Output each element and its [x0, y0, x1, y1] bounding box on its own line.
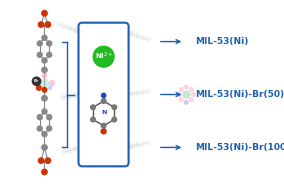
FancyBboxPatch shape: [78, 23, 129, 166]
Circle shape: [61, 149, 67, 155]
Circle shape: [134, 90, 140, 96]
Circle shape: [101, 98, 107, 104]
Circle shape: [128, 31, 134, 37]
Circle shape: [189, 97, 194, 102]
Circle shape: [37, 114, 43, 120]
Circle shape: [140, 35, 146, 41]
Circle shape: [111, 104, 117, 110]
Circle shape: [140, 89, 146, 95]
Text: MIL-53(Ni)-Br(100): MIL-53(Ni)-Br(100): [195, 143, 284, 152]
Circle shape: [78, 91, 84, 98]
Circle shape: [41, 169, 48, 175]
Circle shape: [73, 27, 79, 33]
Circle shape: [37, 52, 43, 58]
Circle shape: [67, 25, 73, 31]
Circle shape: [90, 104, 96, 110]
Circle shape: [60, 94, 66, 100]
Circle shape: [46, 125, 53, 132]
Circle shape: [49, 80, 55, 86]
Circle shape: [61, 23, 67, 29]
Circle shape: [134, 142, 140, 148]
Circle shape: [78, 144, 84, 150]
Circle shape: [184, 100, 189, 105]
Circle shape: [123, 29, 129, 35]
Circle shape: [41, 35, 48, 41]
Circle shape: [78, 29, 84, 35]
Circle shape: [41, 73, 47, 79]
Circle shape: [41, 67, 48, 73]
Circle shape: [93, 46, 114, 67]
Circle shape: [41, 10, 48, 17]
Text: Ni$^{2+}$: Ni$^{2+}$: [95, 51, 113, 62]
Circle shape: [184, 84, 189, 89]
Circle shape: [73, 146, 79, 152]
Circle shape: [41, 57, 48, 64]
Circle shape: [182, 90, 190, 99]
Circle shape: [38, 157, 45, 164]
Circle shape: [40, 78, 49, 88]
Circle shape: [177, 92, 181, 97]
Circle shape: [37, 125, 43, 132]
Text: MIL-53(Ni): MIL-53(Ni): [195, 37, 248, 46]
Circle shape: [189, 87, 194, 92]
Circle shape: [123, 91, 129, 98]
Circle shape: [101, 123, 107, 129]
Circle shape: [128, 143, 134, 149]
Circle shape: [128, 91, 134, 97]
Circle shape: [41, 95, 48, 102]
Circle shape: [41, 87, 47, 93]
Circle shape: [32, 77, 41, 85]
Circle shape: [45, 157, 51, 164]
Circle shape: [36, 85, 42, 91]
Circle shape: [140, 141, 146, 147]
Circle shape: [38, 21, 45, 28]
Circle shape: [179, 97, 183, 102]
Circle shape: [45, 21, 51, 28]
Circle shape: [46, 52, 53, 58]
Circle shape: [41, 144, 48, 151]
Circle shape: [191, 92, 196, 97]
Circle shape: [34, 80, 40, 86]
Circle shape: [134, 33, 140, 39]
Text: N: N: [101, 110, 106, 115]
Circle shape: [145, 37, 151, 43]
Circle shape: [66, 93, 72, 99]
Circle shape: [179, 87, 183, 92]
Circle shape: [123, 144, 129, 150]
Circle shape: [46, 40, 53, 47]
Circle shape: [184, 100, 189, 105]
Circle shape: [41, 108, 48, 115]
Circle shape: [48, 85, 53, 90]
Circle shape: [46, 114, 53, 120]
Circle shape: [72, 92, 78, 98]
Text: Br: Br: [34, 79, 39, 83]
Circle shape: [56, 22, 62, 28]
Circle shape: [111, 116, 117, 122]
Circle shape: [90, 116, 96, 122]
Circle shape: [67, 147, 73, 153]
Circle shape: [41, 131, 48, 137]
Circle shape: [101, 93, 106, 98]
Text: MIL-53(Ni)-Br(50): MIL-53(Ni)-Br(50): [195, 90, 284, 99]
Circle shape: [145, 88, 151, 94]
Circle shape: [145, 140, 151, 146]
Circle shape: [37, 40, 43, 47]
Circle shape: [101, 128, 107, 135]
